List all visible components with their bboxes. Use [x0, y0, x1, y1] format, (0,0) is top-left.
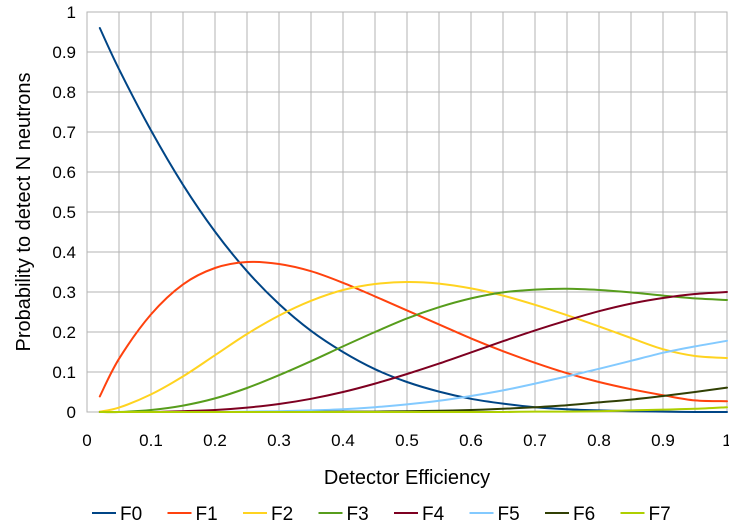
series-line-f5 — [98, 339, 728, 414]
y-tick-label: 0 — [67, 403, 76, 422]
x-tick-label: 0.7 — [523, 431, 547, 450]
x-tick-label: 0.5 — [395, 431, 419, 450]
series-lines — [98, 27, 728, 414]
legend-label-f3: F3 — [347, 504, 369, 525]
series-line-f6 — [98, 386, 728, 414]
y-tick-label: 0.5 — [52, 203, 76, 222]
y-tick-label: 0.2 — [52, 323, 76, 342]
series-line-f7 — [98, 406, 728, 414]
x-tick-label: 1 — [722, 431, 729, 450]
x-axis-tick-labels: 0 0.1 0.2 0.3 0.4 0.5 0.6 0.7 0.8 0.9 1 — [82, 431, 729, 450]
series-line-f2 — [98, 280, 728, 413]
series-line-f0 — [98, 27, 728, 414]
legend: F0 F1 F2 F3 F4 F5 F6 F7 — [92, 504, 671, 525]
y-tick-label: 0.7 — [52, 123, 76, 142]
legend-label-f2: F2 — [271, 504, 293, 525]
x-tick-label: 0.1 — [139, 431, 163, 450]
legend-label-f0: F0 — [120, 504, 142, 525]
x-tick-label: 0.3 — [267, 431, 291, 450]
y-tick-label: 1 — [67, 3, 76, 22]
x-tick-label: 0.2 — [203, 431, 227, 450]
x-tick-label: 0.6 — [459, 431, 483, 450]
y-tick-label: 0.9 — [52, 43, 76, 62]
y-tick-label: 0.3 — [52, 283, 76, 302]
x-tick-label: 0.9 — [651, 431, 675, 450]
series-line-f4 — [98, 291, 728, 414]
legend-label-f4: F4 — [422, 504, 445, 525]
y-tick-label: 0.8 — [52, 83, 76, 102]
x-tick-label: 0.4 — [331, 431, 355, 450]
grid — [86, 11, 728, 413]
series-line-f1 — [98, 260, 728, 403]
y-axis-tick-labels: 0 0.1 0.2 0.3 0.4 0.5 0.6 0.7 0.8 0.9 1 — [52, 3, 76, 422]
y-tick-label: 0.1 — [52, 363, 76, 382]
x-axis-title: Detector Efficiency — [324, 467, 490, 489]
y-tick-label: 0.6 — [52, 163, 76, 182]
legend-label-f7: F7 — [649, 504, 671, 525]
legend-label-f6: F6 — [573, 504, 595, 525]
legend-label-f5: F5 — [498, 504, 520, 525]
y-tick-label: 0.4 — [52, 243, 76, 262]
x-tick-label: 0.8 — [587, 431, 611, 450]
x-tick-label: 0 — [82, 431, 91, 450]
y-axis-title: Probability to detect N neutrons — [13, 72, 35, 351]
series-line-f3 — [98, 287, 728, 414]
legend-label-f1: F1 — [196, 504, 218, 525]
